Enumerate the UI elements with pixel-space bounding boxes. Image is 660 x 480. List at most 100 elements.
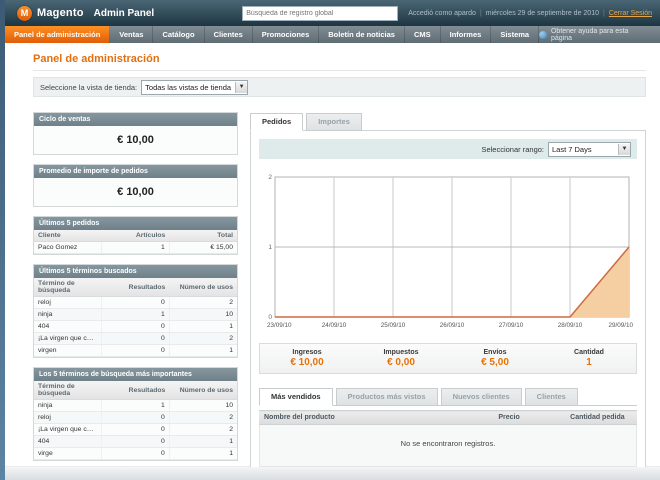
nav-item-cms[interactable]: CMS [405, 26, 441, 43]
grid-tab-mas-vendidos[interactable]: Más vendidos [259, 388, 333, 406]
logout-link[interactable]: Cerrar Sesión [608, 9, 652, 17]
cell: reloj [34, 411, 102, 424]
grid-tab-clientes[interactable]: Clientes [524, 388, 578, 406]
average-orders-card: Promedio de importe de pedidos € 10,00 [33, 164, 238, 207]
column-header-cliente: Cliente [34, 230, 102, 242]
store-view-select[interactable]: Todas las vistas de tienda ▼ [141, 79, 249, 95]
table-row[interactable]: ¡La virgen que cuadro! 0 2 [34, 423, 237, 436]
lifetime-sales-value: € 10,00 [117, 134, 154, 146]
table-row[interactable]: 404 0 1 [34, 320, 237, 333]
lifetime-sales-card: Ciclo de ventas € 10,00 [33, 112, 238, 155]
brand-suffix: Admin Panel [93, 7, 155, 19]
header-meta: Accedió como apardo | miércoles 29 de se… [408, 10, 652, 17]
cell: 2 [168, 296, 237, 309]
nav-item-ventas[interactable]: Ventas [110, 26, 154, 43]
cell: virge [34, 447, 102, 460]
table-row[interactable]: virgen 0 1 [34, 344, 237, 357]
column-header-articulos: Artículos [101, 230, 170, 242]
cell: 10 [168, 399, 237, 412]
table-row[interactable]: ninja 1 10 [34, 399, 237, 412]
svg-text:1: 1 [268, 244, 272, 251]
cell: 0 [101, 332, 170, 345]
column-header-numero-de-usos: Número de usos [169, 381, 237, 400]
table-row[interactable]: reloj 0 2 [34, 296, 237, 309]
brand-name: Magento [37, 7, 84, 19]
last-orders-card: Últimos 5 pedidos Cliente Artículos Total P… [33, 216, 238, 255]
range-select[interactable]: Last 7 Days ▼ [548, 141, 631, 157]
meta-separator: | [479, 9, 482, 17]
nav-item-catalogo[interactable]: Catálogo [153, 26, 205, 43]
table-row[interactable]: reloj 0 2 [34, 411, 237, 424]
card-title: Ciclo de ventas [34, 113, 237, 126]
last-search-terms-table: Término de búsqueda Resultados Número de u… [34, 278, 237, 357]
store-view-bar: Seleccione la vista de tienda: Todas las… [33, 77, 646, 97]
cell: 1 [168, 447, 237, 460]
tab-pedidos[interactable]: Pedidos [250, 113, 304, 131]
title-divider [33, 70, 646, 71]
nav-item-clientes[interactable]: Clientes [205, 26, 253, 43]
cell: Paco Gomez [34, 241, 102, 254]
last-orders-table: Cliente Artículos Total Paco Gomez 1 € 15,00 [34, 230, 237, 254]
tab-importes[interactable]: Importes [306, 113, 362, 131]
total-envios: Envíos € 5,00 [448, 349, 542, 368]
total-value: € 0,00 [387, 357, 415, 368]
cell: 0 [101, 296, 170, 309]
grid-tab-nuevos-clientes[interactable]: Nuevos clientes [440, 388, 522, 406]
nav-item-informes[interactable]: Informes [441, 26, 492, 43]
global-search-input[interactable] [242, 5, 399, 21]
logged-in-text: Accedió como apardo [408, 9, 476, 17]
main-nav: Panel de administración Ventas Catálogo Cli… [5, 26, 660, 43]
nav-item-boletin-de-noticias[interactable]: Boletín de noticias [319, 26, 405, 43]
cell: € 15,00 [168, 241, 237, 254]
cell: 1 [101, 308, 170, 321]
grid-tab-productos-mas-vistos[interactable]: Productos más vistos [335, 388, 438, 406]
cell: 404 [34, 435, 102, 448]
cell: 0 [101, 320, 170, 333]
svg-text:0: 0 [268, 314, 272, 321]
total-value: € 5,00 [481, 357, 509, 368]
cell: reloj [34, 296, 102, 309]
card-title: Promedio de importe de pedidos [34, 165, 237, 178]
store-view-value: Todas las vistas de tienda [145, 82, 232, 92]
cell: 0 [101, 447, 170, 460]
cell: ninja [34, 308, 102, 321]
range-bar: Seleccionar rango: Last 7 Days ▼ [259, 139, 637, 159]
current-date: miércoles 29 de septiembre de 2010 [485, 9, 599, 17]
total-impuestos: Impuestos € 0,00 [354, 349, 448, 368]
table-row[interactable]: virge 0 1 [34, 447, 237, 460]
grid-column-cantidad-pedida: Cantidad pedida [565, 410, 637, 425]
column-header-termino-de-busqueda: Término de búsqueda [34, 278, 102, 297]
last-search-terms-card: Últimos 5 términos buscados Término de b… [33, 264, 238, 358]
svg-text:26/09/10: 26/09/10 [440, 322, 465, 329]
dashboard-sidebar: Ciclo de ventas € 10,00 Promedio de impo… [33, 112, 238, 467]
magento-logo: M Magento Admin Panel [17, 5, 155, 21]
bestsellers-header: Nombre del producto Precio Cantidad pedida [259, 410, 637, 425]
nav-item-promociones[interactable]: Promociones [253, 26, 320, 43]
column-header-resultados: Resultados [101, 381, 170, 400]
cell: 1 [168, 344, 237, 357]
magento-logo-icon: M [17, 5, 32, 21]
help-globe-icon [539, 30, 547, 39]
meta-separator: | [602, 9, 605, 17]
nav-item-panel-de-administracion[interactable]: Panel de administración [5, 26, 111, 43]
nav-item-sistema[interactable]: Sistema [491, 26, 540, 43]
table-row[interactable]: ¡La virgen que cuadro! 0 2 [34, 332, 237, 345]
cell: 2 [168, 423, 237, 436]
range-label: Seleccionar rango: [481, 144, 544, 154]
column-header-total: Total [169, 230, 237, 242]
cell: 1 [101, 399, 170, 412]
total-label: Ingresos [292, 349, 322, 356]
header-bar: M Magento Admin Panel Accedió como apard… [5, 0, 660, 26]
cell: 0 [101, 435, 170, 448]
window-left-edge [0, 0, 5, 480]
total-label: Cantidad [574, 349, 604, 356]
average-orders-value: € 10,00 [117, 186, 154, 198]
cell: 0 [101, 411, 170, 424]
table-row[interactable]: 404 0 1 [34, 435, 237, 448]
bestsellers-grid: Nombre del producto Precio Cantidad pedida… [259, 410, 637, 467]
table-row[interactable]: ninja 1 10 [34, 308, 237, 321]
content-area: Panel de administración Seleccione la vi… [5, 43, 660, 467]
help-link[interactable]: Obtener ayuda para esta página [539, 26, 660, 43]
table-row[interactable]: Paco Gomez 1 € 15,00 [34, 241, 237, 254]
cell: 0 [101, 423, 170, 436]
